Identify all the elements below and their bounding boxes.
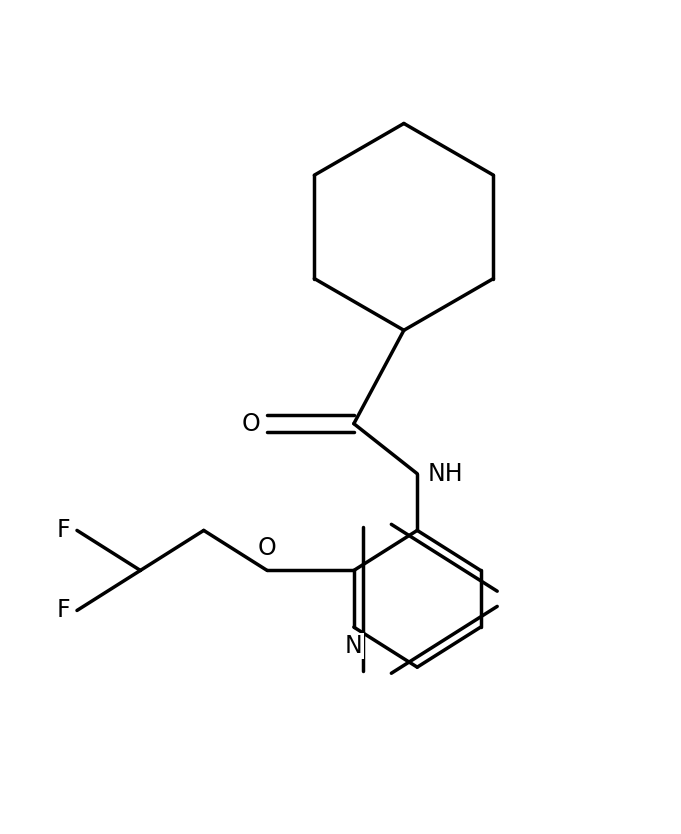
Text: F: F bbox=[57, 599, 70, 622]
Text: O: O bbox=[242, 412, 260, 435]
Text: F: F bbox=[57, 519, 70, 542]
Text: NH: NH bbox=[427, 462, 463, 485]
Text: N: N bbox=[345, 634, 363, 658]
Text: O: O bbox=[257, 536, 276, 560]
